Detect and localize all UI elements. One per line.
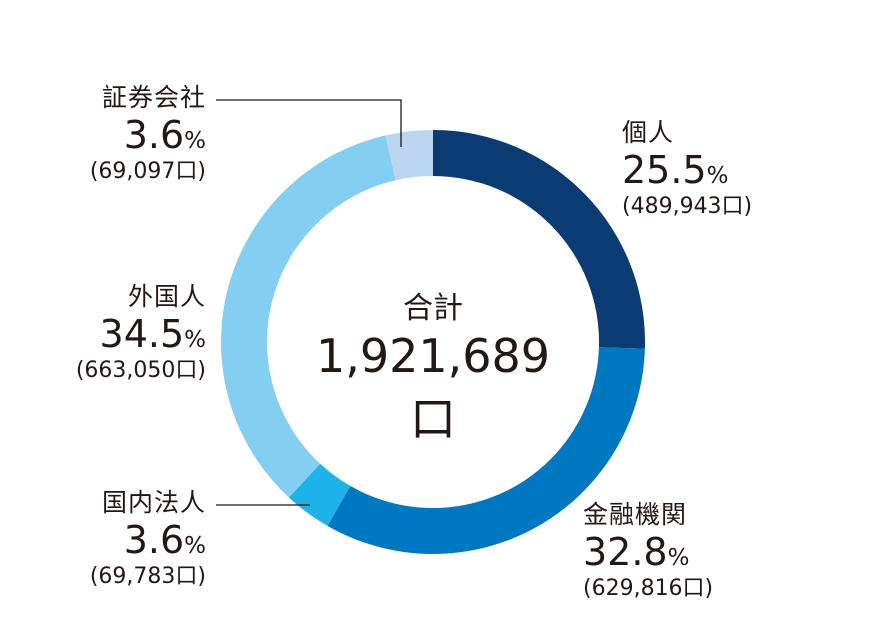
slice-name: 外国人 (127, 282, 206, 311)
slice-name: 証券会社 (101, 83, 206, 112)
slice-count: (69,097口) (89, 158, 206, 184)
leader-line-securities (216, 99, 402, 147)
donut-slices (221, 130, 645, 554)
slice-securities-companies (385, 130, 433, 181)
slice-domestic-corporations (288, 463, 351, 526)
total-value: 1,921,689口 (315, 329, 551, 446)
slice-foreigners (221, 135, 396, 498)
slice-percent: 34.5% (99, 312, 206, 356)
slice-label-foreigners: 外国人 34.5% (663,050口) (76, 282, 206, 384)
slice-percent: 3.6% (123, 113, 206, 157)
slice-count: (489,943口) (622, 193, 753, 219)
slice-label-domestic-corporations: 国内法人 3.6% (69,783口) (90, 488, 206, 590)
leader-lines (216, 99, 402, 506)
slice-count: (69,783口) (89, 563, 206, 589)
slice-percent: 32.8% (583, 530, 690, 574)
total-label-group: 合計 1,921,689口 (300, 283, 566, 449)
slice-count: (663,050口) (75, 357, 206, 383)
slice-count: (629,816口) (583, 575, 714, 601)
slice-name: 国内法人 (101, 488, 206, 517)
slice-individuals (433, 130, 645, 349)
slice-financial-institutions (327, 347, 645, 554)
slice-label-securities-companies: 証券会社 3.6% (69,097口) (90, 83, 206, 185)
slice-name: 個人 (622, 118, 675, 147)
slice-percent: 25.5% (622, 148, 729, 192)
slice-label-individuals: 個人 25.5% (489,943口) (622, 118, 752, 220)
total-title: 合計 (403, 291, 463, 326)
slice-label-financial-institutions: 金融機関 32.8% (629,816口) (583, 500, 713, 602)
slice-percent: 3.6% (123, 518, 206, 562)
slice-name: 金融機関 (583, 500, 688, 529)
